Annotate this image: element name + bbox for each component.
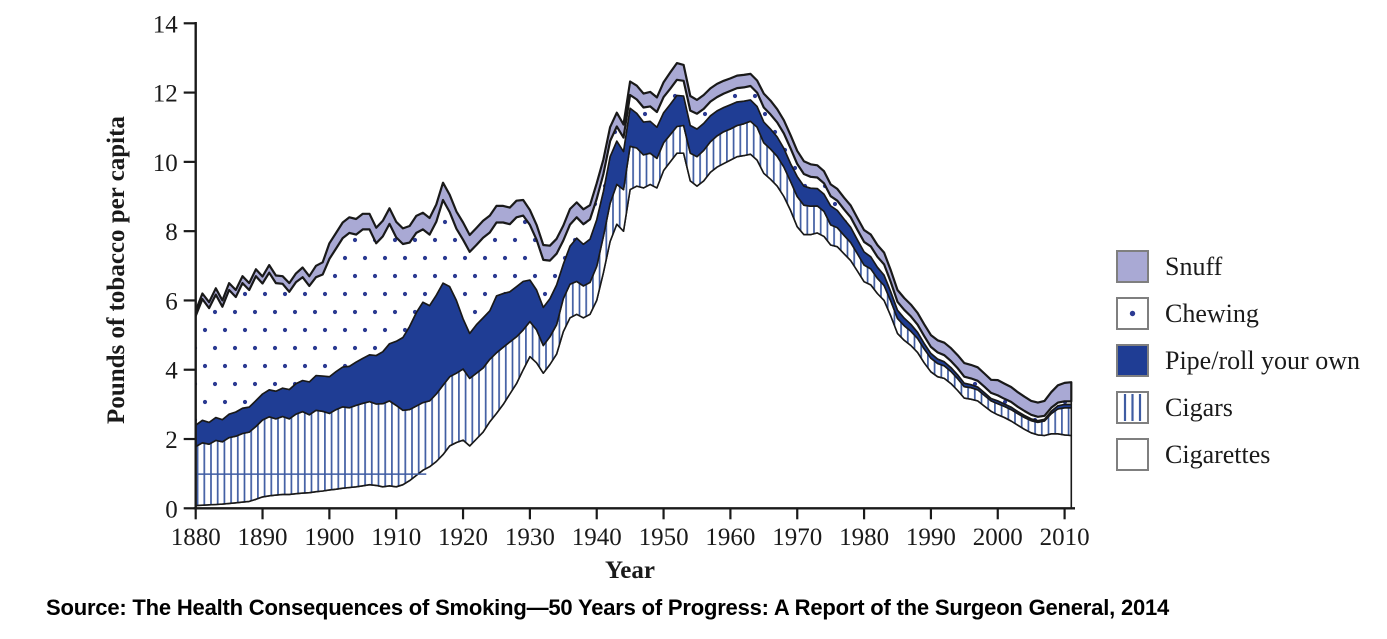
x-tick-label: 1960 [705, 524, 755, 551]
x-tick-label: 1880 [171, 524, 221, 551]
y-tick-label: 6 [165, 288, 178, 315]
x-tick-label: 1940 [572, 524, 622, 551]
legend-swatch-white [1116, 438, 1149, 471]
y-tick-label: 12 [153, 81, 178, 108]
legend: Snuff Chewing Pipe/roll your own Cigars Ciga… [1116, 250, 1360, 471]
y-tick-label: 10 [153, 150, 178, 177]
y-tick-label: 14 [153, 11, 179, 38]
legend-item-cigars: Cigars [1116, 391, 1233, 424]
x-tick-label: 1900 [304, 524, 354, 551]
x-tick-label: 1890 [238, 524, 288, 551]
x-tick-label: 1990 [906, 524, 956, 551]
y-tick-label: 2 [165, 427, 178, 454]
legend-swatch-solid-dark-blue [1116, 344, 1149, 377]
x-tick-label: 1910 [371, 524, 421, 551]
legend-label: Pipe/roll your own [1165, 346, 1360, 375]
x-tick-label: 1920 [438, 524, 488, 551]
area-snuff [194, 62, 1073, 418]
x-tick-label: 1970 [772, 524, 822, 551]
legend-label: Cigars [1165, 393, 1233, 422]
y-axis-title: Pounds of tobacco per capita [103, 116, 130, 424]
legend-item-snuff: Snuff [1116, 250, 1223, 283]
legend-label: Snuff [1165, 252, 1223, 281]
legend-item-pipe-roll-your-own: Pipe/roll your own [1116, 344, 1360, 377]
legend-label: Chewing [1165, 299, 1259, 328]
x-tick-label: 1950 [639, 524, 689, 551]
source-caption: Source: The Health Consequences of Smoki… [46, 595, 1170, 620]
legend-item-chewing: Chewing [1116, 297, 1259, 330]
x-tick-label: 2000 [973, 524, 1023, 551]
y-tick-label: 0 [165, 496, 178, 523]
x-tick-label: 2010 [1040, 524, 1090, 551]
x-axis-title: Year [605, 557, 655, 584]
legend-label: Cigarettes [1165, 440, 1270, 469]
legend-swatch-solid-lavender [1116, 250, 1149, 283]
legend-item-cigarettes: Cigarettes [1116, 438, 1270, 471]
y-tick-label: 4 [165, 358, 178, 385]
y-tick-label: 8 [165, 219, 178, 246]
x-tick-label: 1980 [839, 524, 889, 551]
x-tick-label: 1930 [505, 524, 555, 551]
